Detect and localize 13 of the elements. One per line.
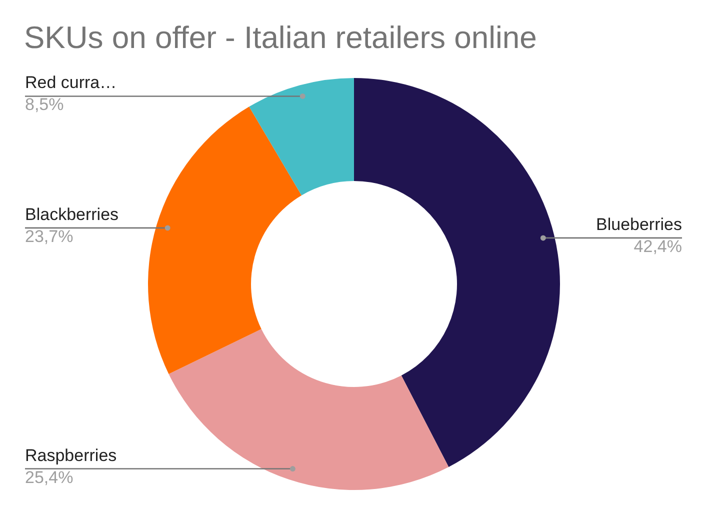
slice-label: Raspberries — [25, 446, 117, 465]
donut-slice — [168, 329, 449, 490]
slice-label: Blueberries — [596, 214, 682, 234]
slice-label: Blackberries — [25, 204, 119, 224]
data-label: 42,4% — [634, 236, 682, 256]
donut-slice — [249, 78, 354, 196]
slice-label: Red curra… — [25, 73, 117, 92]
donut-slice — [148, 106, 302, 374]
chart-title: SKUs on offer - Italian retailers online — [24, 20, 537, 55]
donut-slice — [354, 78, 560, 467]
data-label: 25,4% — [25, 468, 74, 487]
data-label: 8,5% — [25, 95, 64, 114]
data-label: 23,7% — [25, 226, 74, 246]
